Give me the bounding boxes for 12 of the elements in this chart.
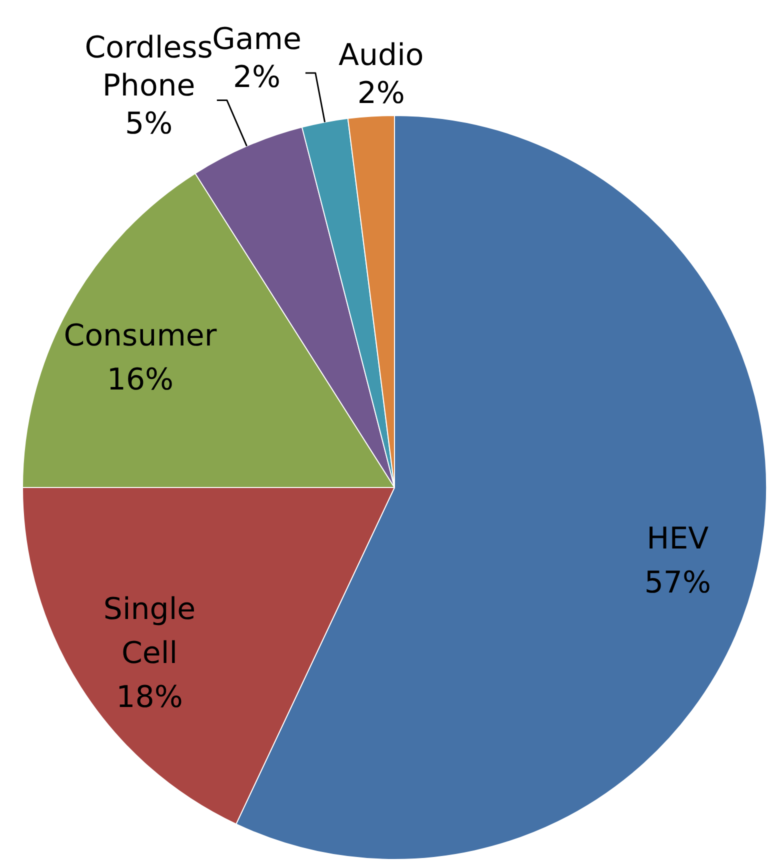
data-label: 2% xyxy=(357,76,405,112)
slice-label: Game xyxy=(212,22,302,58)
data-label: 18% xyxy=(116,680,183,715)
slice-label: Consumer xyxy=(64,318,218,354)
slice-label: Cordless Phone xyxy=(84,30,213,104)
data-label: 5% xyxy=(125,106,173,142)
data-label: 16% xyxy=(106,362,174,398)
data-label: 2% xyxy=(232,60,281,96)
slice-label: Audio xyxy=(338,38,424,74)
slice-label: Single Cell xyxy=(103,592,196,671)
slice-label: HEV xyxy=(646,522,710,557)
data-label: 57% xyxy=(644,566,712,601)
